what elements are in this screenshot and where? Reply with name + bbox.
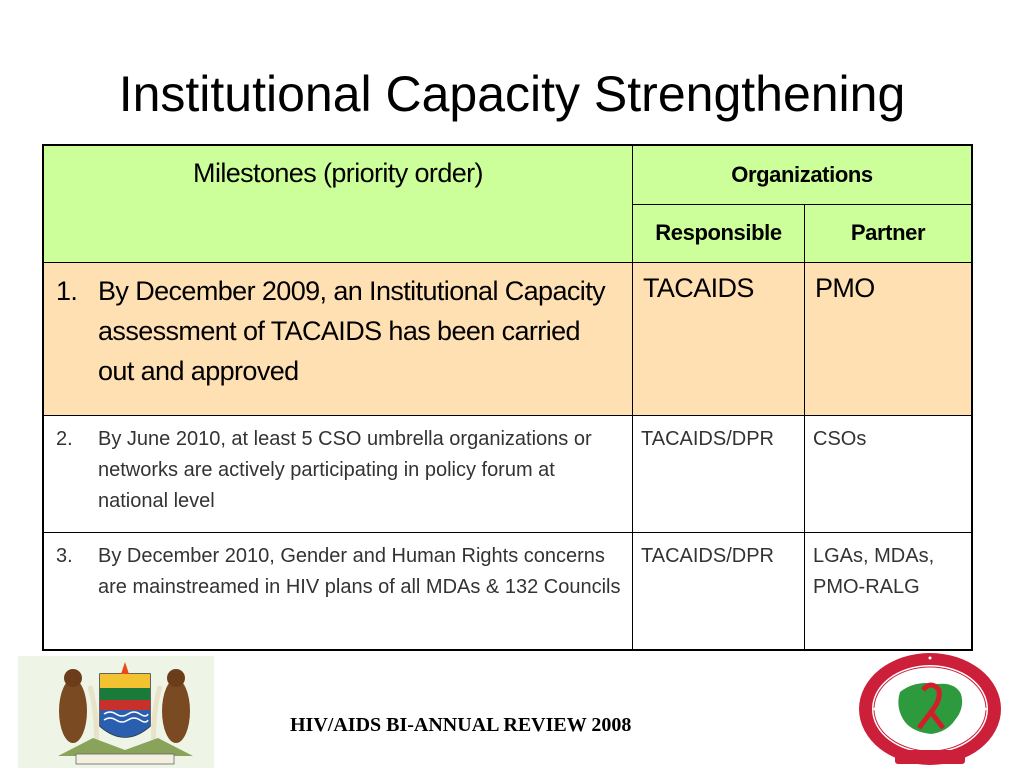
tacaids-logo-icon bbox=[855, 650, 1005, 768]
header-milestones: Milestones (priority order) bbox=[42, 144, 633, 263]
responsible-cell: TACAIDS/DPR bbox=[632, 532, 805, 651]
partner-cell: PMO bbox=[804, 262, 973, 416]
tanzania-coat-of-arms-icon bbox=[18, 656, 214, 768]
milestone-number: 2. bbox=[56, 428, 73, 450]
header-organizations: Organizations bbox=[632, 144, 973, 205]
milestones-table: Milestones (priority order) Organization… bbox=[42, 144, 973, 651]
partner-cell: CSOs bbox=[804, 415, 973, 533]
milestone-cell: 3. By December 2010, Gender and Human Ri… bbox=[42, 532, 633, 651]
milestone-cell: 1. By December 2009, an Institutional Ca… bbox=[42, 262, 633, 416]
table-row: 2. By June 2010, at least 5 CSO umbrella… bbox=[42, 415, 973, 533]
header-partner: Partner bbox=[804, 203, 973, 264]
milestone-number: 3. bbox=[56, 545, 73, 567]
milestone-cell: 2. By June 2010, at least 5 CSO umbrella… bbox=[42, 415, 633, 533]
milestone-text: By December 2010, Gender and Human Right… bbox=[98, 545, 621, 598]
slide-title: Institutional Capacity Strengthening bbox=[118, 66, 906, 122]
responsible-cell: TACAIDS bbox=[632, 262, 805, 416]
table-row: 3. By December 2010, Gender and Human Ri… bbox=[42, 532, 973, 651]
header-responsible: Responsible bbox=[632, 203, 805, 264]
milestone-text: By December 2009, an Institutional Capac… bbox=[98, 276, 606, 386]
partner-cell: LGAs, MDAs, PMO-RALG bbox=[804, 532, 973, 651]
milestone-text: By June 2010, at least 5 CSO umbrella or… bbox=[98, 428, 592, 512]
milestone-number: 1. bbox=[56, 276, 78, 306]
footer-text: HIV/AIDS BI-ANNUAL REVIEW 2008 bbox=[290, 714, 632, 736]
table-row: 1. By December 2009, an Institutional Ca… bbox=[42, 262, 973, 416]
responsible-cell: TACAIDS/DPR bbox=[632, 415, 805, 533]
